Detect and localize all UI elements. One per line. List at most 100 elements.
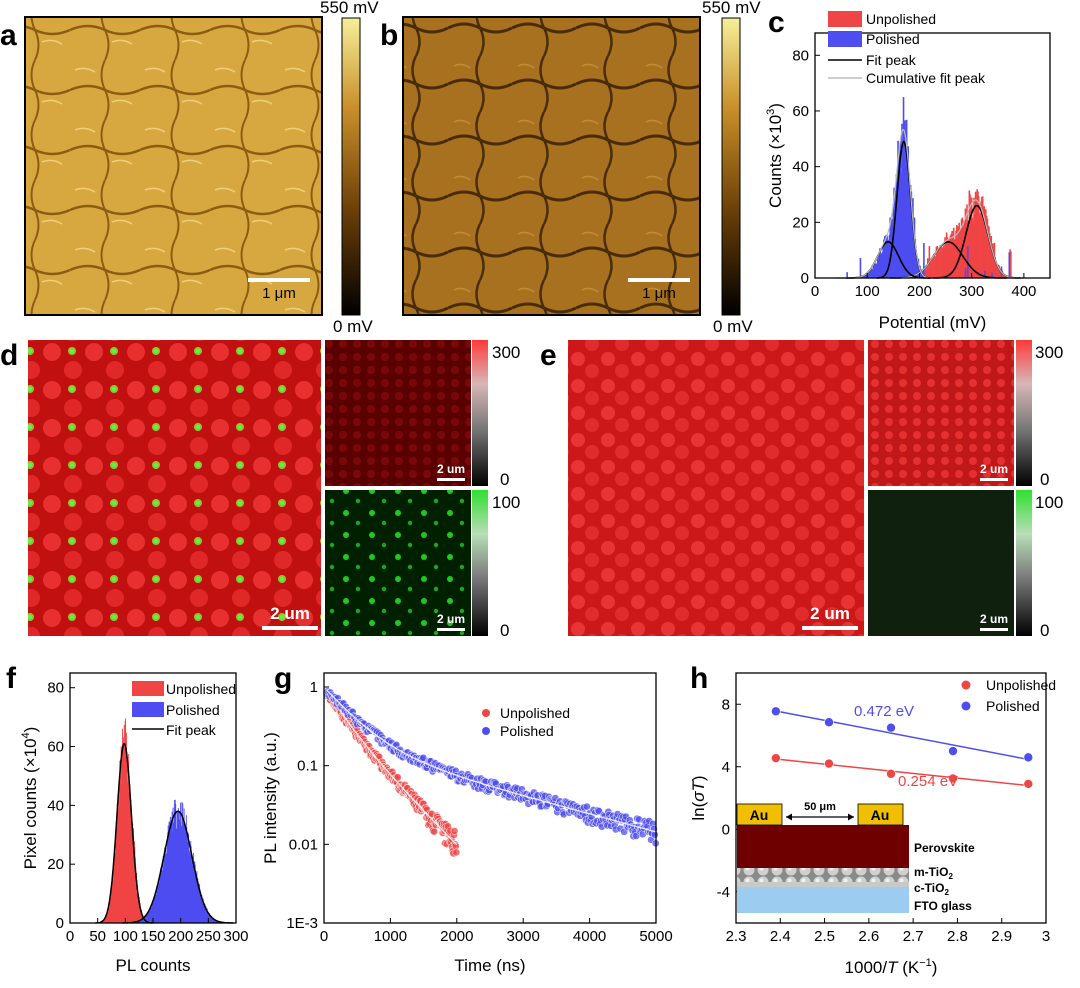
fit-curve bbox=[326, 690, 458, 846]
histogram-bar bbox=[984, 270, 986, 278]
panel-label-a: a bbox=[0, 19, 17, 52]
y-axis-label-prefix: Counts (×10 bbox=[766, 115, 785, 208]
y-tick-label: 80 bbox=[47, 680, 64, 697]
data-point bbox=[948, 746, 958, 756]
legend-label: Polished bbox=[166, 702, 220, 718]
au-label-left: Au bbox=[750, 807, 769, 823]
plot-frame bbox=[814, 32, 1051, 279]
panel-b: b 1 μm 550 mV 0 mV bbox=[380, 0, 761, 336]
device-schematic-inset: Au Au 50 μm Perovskite m-TiO2 c-TiO2 FTO… bbox=[736, 801, 975, 913]
y-tick-label: 0 bbox=[56, 915, 64, 932]
y-tick-label: 80 bbox=[792, 47, 809, 64]
legend-marker-unpolished bbox=[482, 709, 490, 717]
y-tick-label: 1E-3 bbox=[286, 915, 318, 932]
y-axis-label: ln(σT) bbox=[689, 775, 708, 820]
scale-label-d-top: 2 um bbox=[437, 462, 465, 476]
legend-swatch-unpolished bbox=[828, 11, 862, 27]
linear-fit bbox=[775, 710, 1029, 761]
colorbar-a-max: 550 mV bbox=[320, 0, 379, 17]
c-tio2-label: c-TiO2 bbox=[914, 881, 949, 897]
colorbar-a bbox=[341, 17, 361, 316]
scale-bar-d-bottom bbox=[437, 628, 465, 631]
scale-label-d-bottom: 2 um bbox=[437, 612, 465, 626]
legend-label: Unpolished bbox=[500, 705, 570, 721]
legend-label: Unpolished bbox=[166, 681, 236, 697]
legend-swatch-unpolished bbox=[132, 681, 164, 696]
scale-label-d-main: 2 um bbox=[270, 604, 310, 623]
scale-label-e-main: 2 um bbox=[810, 604, 850, 623]
histogram-bar bbox=[1010, 251, 1012, 278]
x-axis-label: Potential (mV) bbox=[879, 313, 987, 332]
x-axis-label-suffix: (K bbox=[897, 958, 919, 977]
data-point bbox=[1023, 752, 1034, 763]
y-axis-label: Pixel counts (×104) bbox=[20, 727, 40, 870]
y-tick-label: 8 bbox=[722, 696, 730, 713]
colorbar-e-red-min: 0 bbox=[1040, 470, 1049, 489]
colorbar-b-max: 550 mV bbox=[702, 0, 761, 17]
x-tick-label: 2.8 bbox=[947, 928, 968, 945]
fto-label: FTO glass bbox=[914, 899, 972, 913]
fto-glass-layer bbox=[737, 887, 909, 913]
histogram-bar bbox=[991, 272, 993, 278]
x-tick-label: 200 bbox=[907, 283, 932, 300]
x-tick-label: 2.4 bbox=[770, 928, 791, 945]
legend-label: Polished bbox=[500, 723, 554, 739]
y-axis-label-suffix: ) bbox=[689, 775, 708, 781]
colorbar-e-red-max: 300 bbox=[1035, 343, 1063, 362]
x-tick-label: 2.6 bbox=[858, 928, 879, 945]
y-axis-label-suffix: ) bbox=[766, 103, 785, 109]
colorbar-d-red-min: 0 bbox=[500, 470, 509, 489]
data-point bbox=[948, 773, 958, 784]
y-axis-label-prefix: ln( bbox=[689, 801, 708, 820]
panel-g-decay: g 0 1000 2000 3000 4000 5000 1E-3 0.01 0.1 1 Time … bbox=[261, 662, 673, 975]
y-axis-label: PL intensity (a.u.) bbox=[261, 732, 280, 864]
pl-map-green-polished bbox=[868, 490, 1014, 636]
legend-swatch-polished bbox=[132, 702, 164, 717]
x-tick-label: 1000 bbox=[374, 928, 407, 945]
legend-label: Fit peak bbox=[866, 52, 917, 68]
x-tick-label: 150 bbox=[140, 928, 165, 945]
x-tick-label: 0 bbox=[66, 928, 74, 945]
legend-label: Fit peak bbox=[166, 722, 217, 738]
y-tick-label: 40 bbox=[792, 159, 809, 176]
data-point bbox=[452, 848, 461, 857]
x-tick-label: 3 bbox=[1042, 928, 1050, 945]
panel-e: e 2 um 2 um 2 um 300 0 100 0 bbox=[540, 339, 1063, 640]
c-tio2-layer bbox=[737, 882, 909, 887]
scale-bar-a bbox=[248, 278, 310, 282]
x-tick-label: 2.9 bbox=[991, 928, 1012, 945]
histogram-bar bbox=[964, 268, 967, 278]
data-point bbox=[1023, 779, 1034, 789]
x-axis-label: 1000/T (K−1) bbox=[845, 957, 938, 977]
panel-label-g: g bbox=[274, 662, 292, 695]
panel-label-c: c bbox=[768, 6, 785, 39]
scale-bar-d-main bbox=[262, 626, 318, 630]
histogram-bar bbox=[923, 243, 925, 278]
m-tio2-layer bbox=[737, 868, 909, 882]
panel-d: d 2 um 2 um 2 um 300 0 100 0 bbox=[0, 339, 520, 640]
panel-label-h: h bbox=[690, 662, 708, 695]
colorbar-d-red-max: 300 bbox=[492, 343, 520, 362]
histogram-bar bbox=[846, 272, 848, 278]
x-tick-label: 3000 bbox=[507, 928, 540, 945]
scale-bar-b bbox=[628, 278, 690, 282]
panel-label-b: b bbox=[380, 19, 398, 52]
y-axis-label-exp: 4 bbox=[20, 732, 32, 738]
plot-frame bbox=[735, 672, 1047, 924]
colorbar-e-red bbox=[1016, 340, 1032, 486]
data-point bbox=[771, 706, 781, 717]
perovskite-layer bbox=[737, 825, 909, 870]
y-tick-label: 0 bbox=[801, 270, 809, 287]
panel-label-d: d bbox=[0, 339, 18, 372]
m-tio2-label: m-TiO2 bbox=[914, 865, 953, 881]
colorbar-d-red bbox=[472, 340, 488, 486]
panel-f-histogram: f 0 50 100 150 200 250 300 0 20 40 60 80 PL counts Pi… bbox=[6, 662, 249, 975]
scale-bar-d-top bbox=[437, 478, 465, 481]
x-axis-label-prefix: 1000/ bbox=[845, 958, 888, 977]
histogram-bar bbox=[859, 257, 862, 278]
x-tick-label: 0 bbox=[811, 283, 819, 300]
fit-curve bbox=[326, 689, 657, 833]
x-tick-label: 100 bbox=[113, 928, 138, 945]
y-tick-label: -4 bbox=[717, 884, 730, 901]
